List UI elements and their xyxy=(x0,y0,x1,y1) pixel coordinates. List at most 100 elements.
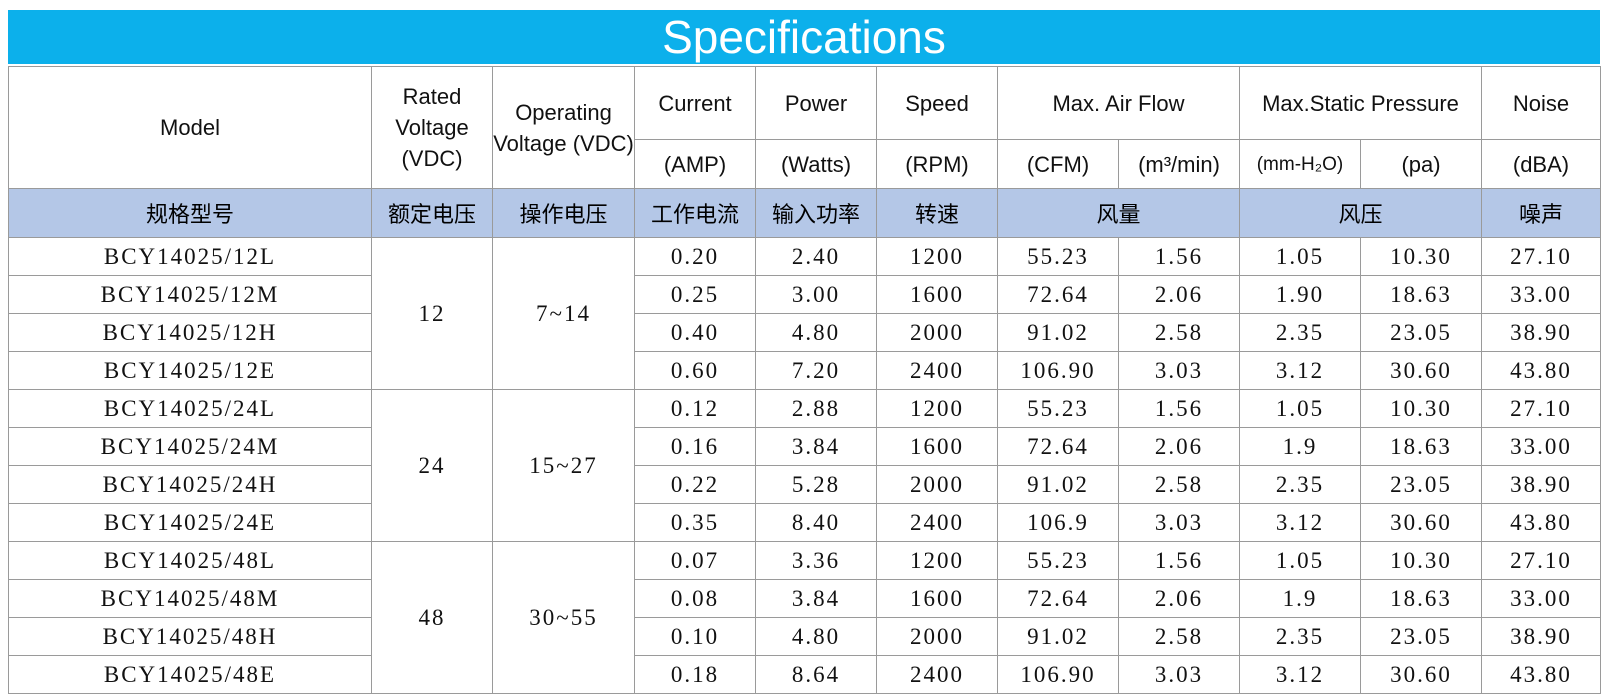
value-cell: 3.03 xyxy=(1118,503,1240,542)
model-cell: BCY14025/24L xyxy=(8,389,372,428)
value-cell: 10.30 xyxy=(1360,389,1482,428)
value-cell: 1200 xyxy=(876,541,998,580)
value-cell: 3.84 xyxy=(755,427,877,466)
value-cell: 23.05 xyxy=(1360,465,1482,504)
model-cell: BCY14025/12M xyxy=(8,275,372,314)
table-row: BCY14025/48L 48 30~55 0.07 3.36 1200 55.23 1.56… xyxy=(8,541,1601,694)
value-cell: 2000 xyxy=(876,465,998,504)
value-cell: 38.90 xyxy=(1481,465,1601,504)
operating-voltage-cell: 30~55 xyxy=(492,541,635,694)
value-cell: 1200 xyxy=(876,237,998,276)
model-cell: BCY14025/12E xyxy=(8,351,372,390)
spec-table: Model Rated Voltage (VDC) Operating Voltag… xyxy=(8,66,1601,694)
value-cell: 2.35 xyxy=(1239,465,1361,504)
value-cell: 18.63 xyxy=(1360,579,1482,618)
table-row: BCY14025/48H 0.10 4.80 2000 91.02 2.58 2.35 23.… xyxy=(8,617,1601,656)
rated-voltage-cell: 12 xyxy=(371,237,493,390)
value-cell: 33.00 xyxy=(1481,275,1601,314)
value-cell: 2.88 xyxy=(755,389,877,428)
table-row: Model Rated Voltage (VDC) Operating Voltag… xyxy=(8,66,1601,189)
value-cell: 30.60 xyxy=(1360,351,1482,390)
value-cell: 0.08 xyxy=(634,579,756,618)
model-cell: BCY14025/24M xyxy=(8,427,372,466)
header-cell: Power xyxy=(755,66,877,140)
unit-cell: (dBA) xyxy=(1481,139,1601,189)
unit-cell: (RPM) xyxy=(876,139,998,189)
value-cell: 1600 xyxy=(876,427,998,466)
value-cell: 0.22 xyxy=(634,465,756,504)
value-cell: 0.40 xyxy=(634,313,756,352)
value-cell: 27.10 xyxy=(1481,237,1601,276)
value-cell: 2.06 xyxy=(1118,275,1240,314)
value-cell: 4.80 xyxy=(755,617,877,656)
value-cell: 91.02 xyxy=(997,465,1119,504)
value-cell: 38.90 xyxy=(1481,313,1601,352)
value-cell: 43.80 xyxy=(1481,351,1601,390)
value-cell: 1600 xyxy=(876,579,998,618)
unit-cell: (AMP) xyxy=(634,139,756,189)
rated-voltage-cell: 24 xyxy=(371,389,493,542)
value-cell: 0.25 xyxy=(634,275,756,314)
value-cell: 2.58 xyxy=(1118,313,1240,352)
cn-header-cell: 规格型号 xyxy=(8,188,372,238)
value-cell: 23.05 xyxy=(1360,617,1482,656)
value-cell: 43.80 xyxy=(1481,655,1601,694)
value-cell: 106.90 xyxy=(997,351,1119,390)
value-cell: 3.03 xyxy=(1118,351,1240,390)
value-cell: 72.64 xyxy=(997,275,1119,314)
value-cell: 0.20 xyxy=(634,237,756,276)
value-cell: 1600 xyxy=(876,275,998,314)
cn-header-cell: 转速 xyxy=(876,188,998,238)
value-cell: 33.00 xyxy=(1481,579,1601,618)
value-cell: 55.23 xyxy=(997,237,1119,276)
value-cell: 1.90 xyxy=(1239,275,1361,314)
title: Specifications xyxy=(8,10,1600,64)
value-cell: 2400 xyxy=(876,655,998,694)
value-cell: 10.30 xyxy=(1360,237,1482,276)
value-cell: 1200 xyxy=(876,389,998,428)
value-cell: 30.60 xyxy=(1360,655,1482,694)
value-cell: 2400 xyxy=(876,503,998,542)
value-cell: 2000 xyxy=(876,313,998,352)
value-cell: 8.40 xyxy=(755,503,877,542)
operating-voltage-cell: 7~14 xyxy=(492,237,635,390)
model-cell: BCY14025/12L xyxy=(8,237,372,276)
header-cell: Model xyxy=(8,66,372,189)
value-cell: 91.02 xyxy=(997,313,1119,352)
table-row: BCY14025/12E 0.60 7.20 2400 106.90 3.03 3.12 30… xyxy=(8,351,1601,390)
value-cell: 91.02 xyxy=(997,617,1119,656)
value-cell: 72.64 xyxy=(997,579,1119,618)
header-cell: Operating Voltage (VDC) xyxy=(492,66,635,189)
value-cell: 4.80 xyxy=(755,313,877,352)
value-cell: 55.23 xyxy=(997,389,1119,428)
header-cell: Speed xyxy=(876,66,998,140)
value-cell: 30.60 xyxy=(1360,503,1482,542)
cn-header-cell: 工作电流 xyxy=(634,188,756,238)
value-cell: 0.16 xyxy=(634,427,756,466)
table-row: BCY14025/24M 0.16 3.84 1600 72.64 2.06 1.9 18.6… xyxy=(8,427,1601,466)
model-cell: BCY14025/24H xyxy=(8,465,372,504)
cn-header-cell: 额定电压 xyxy=(371,188,493,238)
model-cell: BCY14025/48L xyxy=(8,541,372,580)
value-cell: 2.06 xyxy=(1118,427,1240,466)
cn-header-cell: 风压 xyxy=(1239,188,1482,238)
value-cell: 0.07 xyxy=(634,541,756,580)
value-cell: 1.05 xyxy=(1239,541,1361,580)
cn-header-cell: 输入功率 xyxy=(755,188,877,238)
value-cell: 1.56 xyxy=(1118,389,1240,428)
value-cell: 27.10 xyxy=(1481,541,1601,580)
model-cell: BCY14025/24E xyxy=(8,503,372,542)
value-cell: 38.90 xyxy=(1481,617,1601,656)
value-cell: 43.80 xyxy=(1481,503,1601,542)
value-cell: 1.56 xyxy=(1118,237,1240,276)
value-cell: 0.18 xyxy=(634,655,756,694)
table-row: BCY14025/24L 24 15~27 0.12 2.88 1200 55.23 1.56… xyxy=(8,389,1601,542)
value-cell: 2.06 xyxy=(1118,579,1240,618)
table-row: BCY14025/12H 0.40 4.80 2000 91.02 2.58 2.35 23.… xyxy=(8,313,1601,352)
value-cell: 18.63 xyxy=(1360,427,1482,466)
value-cell: 3.00 xyxy=(755,275,877,314)
value-cell: 0.10 xyxy=(634,617,756,656)
table-row: BCY14025/24H 0.22 5.28 2000 91.02 2.58 2.35 23.… xyxy=(8,465,1601,504)
value-cell: 3.36 xyxy=(755,541,877,580)
